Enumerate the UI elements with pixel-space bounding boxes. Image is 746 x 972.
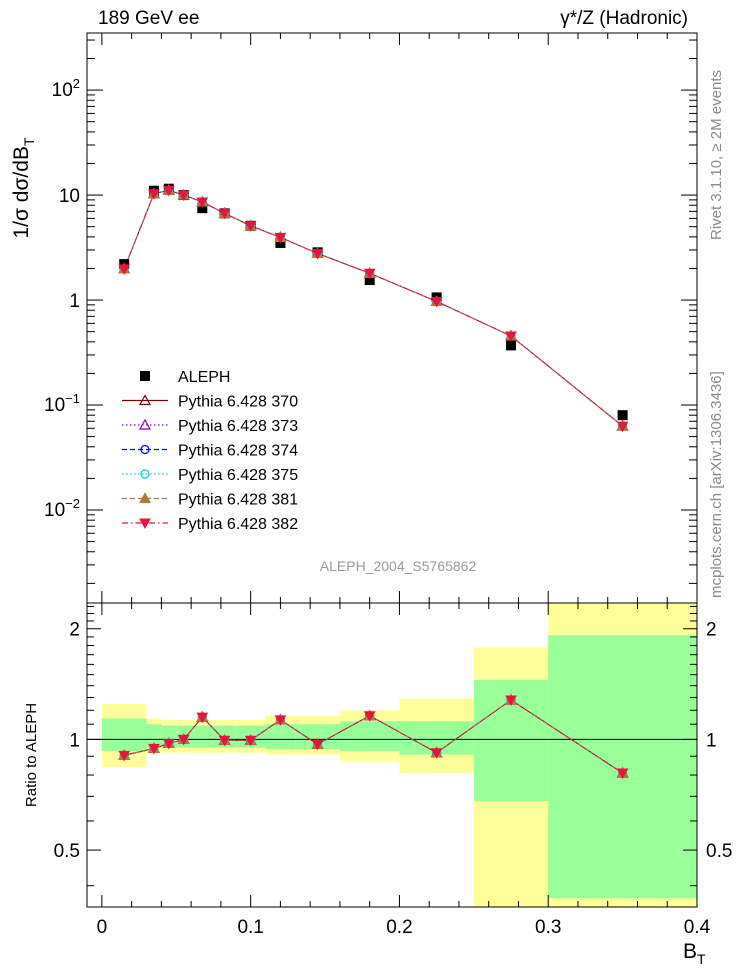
mc-point	[148, 189, 160, 200]
mc-ratio-point	[616, 768, 629, 780]
y-tick-label: 10−2	[44, 496, 80, 521]
header-right: γ*/Z (Hadronic)	[560, 8, 688, 29]
data-point	[506, 340, 517, 351]
legend-label: Pythia 6.428 373	[178, 418, 298, 435]
data-point	[617, 410, 628, 421]
x-tick-label: 0.2	[386, 917, 412, 938]
mc-line-top	[123, 189, 623, 427]
ratio-frame	[86, 602, 698, 908]
legend-label: Pythia 6.428 381	[178, 492, 298, 509]
ratio-tick-label: 0.5	[54, 841, 80, 862]
legend-marker	[138, 418, 152, 430]
legend-marker	[140, 469, 150, 479]
mc-ratio-point	[244, 735, 257, 747]
mc-point	[430, 296, 443, 308]
analysis-watermark: ALEPH_2004_S5765862	[320, 558, 477, 574]
ratio-tick-label-right: 2	[706, 620, 717, 641]
mc-point	[311, 248, 324, 260]
legend-label: Pythia 6.428 374	[178, 443, 298, 460]
x-tick-label: 0.1	[237, 917, 263, 938]
mc-point	[218, 208, 231, 220]
data-point	[197, 203, 208, 214]
mc-ratio-point	[505, 695, 517, 707]
y-tick-label: 1	[69, 291, 80, 312]
legend-marker	[138, 394, 152, 406]
legend-label: Pythia 6.428 375	[178, 467, 298, 484]
x-tick-label: 0.4	[684, 917, 711, 938]
top-y-axis-label: 1/σ dσ/dBT	[10, 137, 37, 238]
mc-point	[118, 264, 131, 275]
ratio-band-inner	[191, 725, 214, 748]
data-point	[364, 275, 375, 286]
mc-ratio-point	[196, 712, 209, 724]
mc-point	[196, 197, 209, 208]
y-tick-label: 102	[52, 76, 80, 101]
legend-marker	[138, 492, 152, 504]
legend-label: Pythia 6.428 370	[178, 394, 298, 411]
ratio-tick-label: 1	[69, 730, 80, 751]
x-axis-label: BT	[683, 940, 706, 967]
mc-line-top	[123, 189, 623, 427]
legend-marker	[140, 371, 150, 381]
ratio-tick-label-right: 1	[706, 730, 717, 751]
mc-ratio-point	[311, 739, 324, 751]
mc-point	[274, 232, 287, 244]
ratio-band-inner	[101, 718, 147, 751]
legend-marker	[139, 518, 151, 530]
ratio-band-inner	[146, 724, 162, 748]
legend-marker	[140, 444, 150, 455]
ratio-tick-label-right: 0.5	[706, 841, 732, 862]
ratio-band-inner	[548, 635, 697, 899]
mc-ratio-point	[177, 734, 190, 746]
y-tick-label: 10	[59, 186, 80, 207]
ratio-y-axis-label: Ratio to ALEPH	[23, 703, 40, 807]
mc-point	[363, 268, 376, 280]
rivet-label: Rivet 3.1.10, ≥ 2M events	[708, 70, 725, 240]
ratio-tick-label: 2	[69, 620, 80, 641]
header-left: 189 GeV ee	[98, 8, 200, 29]
mc-ratio-point	[118, 750, 131, 762]
mc-ratio-point	[162, 738, 175, 750]
legend-label: Pythia 6.428 382	[178, 516, 298, 533]
mc-point	[244, 221, 257, 232]
ratio-band-inner	[339, 721, 400, 751]
mc-ratio-point	[363, 711, 376, 722]
y-tick-label: 10−1	[44, 391, 80, 416]
mc-ratio-point	[430, 748, 443, 759]
mcplots-label: mcplots.cern.ch [arXiv:1306.3436]	[708, 371, 725, 598]
mc-point	[177, 190, 190, 202]
x-tick-label: 0	[97, 917, 108, 938]
mc-line-top	[123, 189, 623, 427]
mc-line-top	[123, 189, 623, 427]
legend-label: ALEPH	[178, 369, 230, 386]
x-tick-label: 0.3	[535, 917, 561, 938]
mc-ratio-point	[274, 715, 287, 726]
ratio-band-inner	[265, 724, 296, 750]
mc-ratio-point	[148, 743, 160, 755]
mc-line-top	[123, 189, 623, 427]
mc-ratio-point	[218, 735, 231, 747]
mc-line-top	[123, 189, 623, 427]
mc-point	[162, 185, 175, 197]
mc-point	[505, 331, 517, 342]
mc-point	[616, 421, 629, 433]
